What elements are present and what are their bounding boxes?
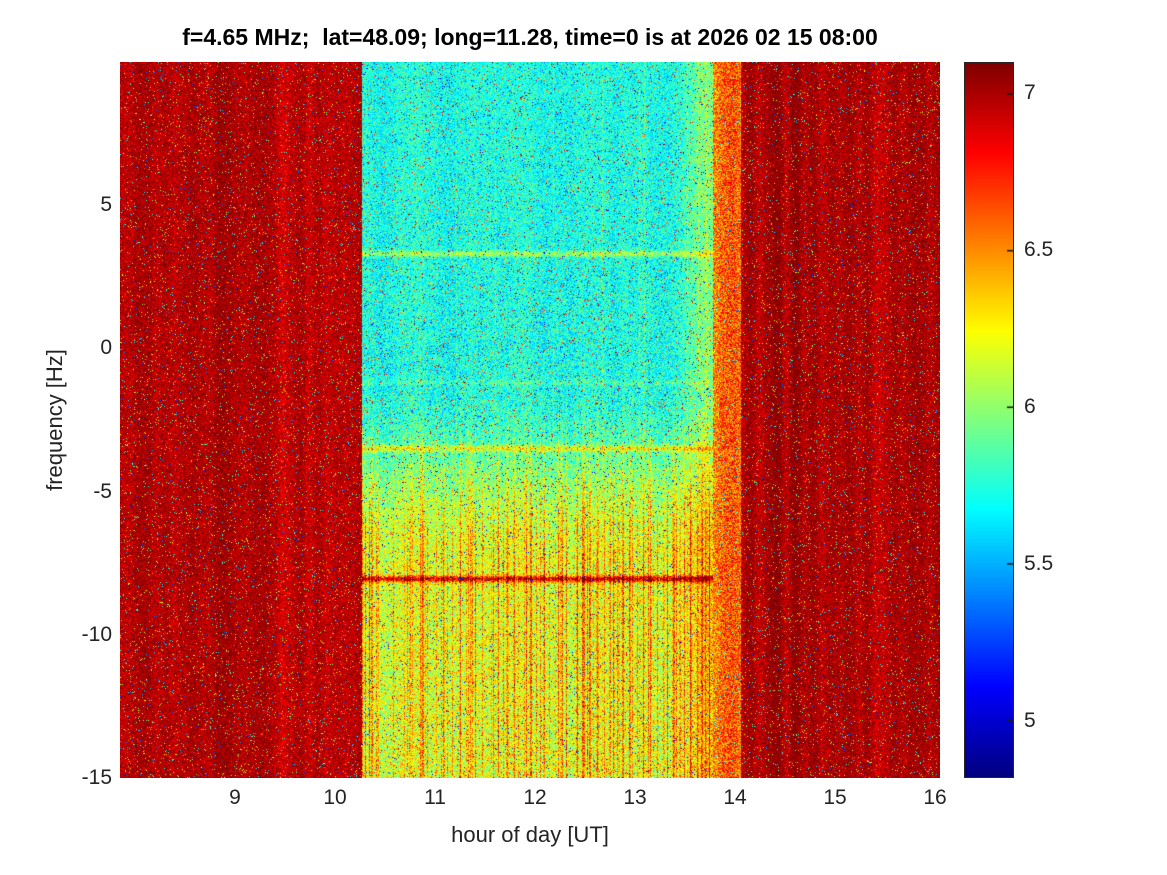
y-tick-label: 5 — [100, 193, 112, 217]
x-tick-label: 14 — [723, 786, 747, 809]
colorbar-tick-labels: 7 6.5 6 5.5 5 — [1024, 62, 1104, 778]
x-tick-label: 10 — [323, 786, 347, 809]
chart-title: f=4.65 MHz; lat=48.09; long=11.28, time=… — [182, 24, 878, 50]
y-tick-label: -5 — [93, 479, 112, 503]
y-tick-label: 0 — [100, 336, 112, 360]
colorbar-tick-label: 5.5 — [1024, 552, 1054, 576]
x-tick-label: 11 — [424, 786, 446, 809]
x-tick-label: 16 — [923, 786, 947, 809]
colorbar-tick-label: 6 — [1024, 395, 1036, 419]
colorbar — [964, 62, 1014, 778]
colorbar-tick-label: 6.5 — [1024, 238, 1054, 262]
x-tick-label: 9 — [229, 786, 241, 809]
x-axis-tick-labels: 9 10 11 12 13 14 15 16 — [120, 786, 947, 814]
y-tick-label: -15 — [81, 766, 112, 789]
heatmap-canvas — [120, 62, 940, 778]
y-axis-label: frequency [Hz] — [42, 349, 67, 491]
y-axis-tick-labels: 5 0 -5 -10 -15 — [0, 62, 112, 789]
x-tick-label: 15 — [823, 786, 847, 809]
x-tick-label: 13 — [623, 786, 647, 809]
x-axis-label: hour of day [UT] — [451, 822, 609, 847]
y-tick-label: -10 — [81, 622, 112, 646]
colorbar-tick-label: 5 — [1024, 709, 1036, 733]
x-tick-label: 12 — [523, 786, 547, 809]
colorbar-tick-label: 7 — [1024, 81, 1036, 105]
